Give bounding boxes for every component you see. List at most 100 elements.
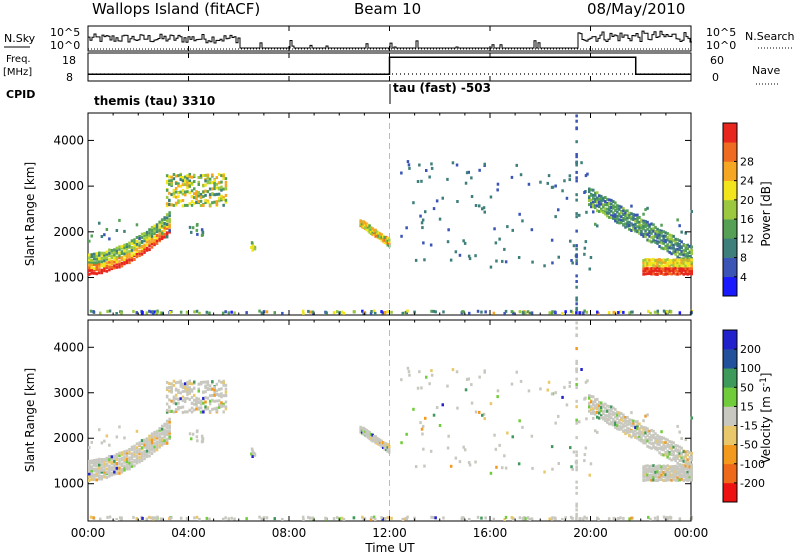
- echo-blob-power: [211, 192, 214, 196]
- echo-evening-scatter-power: [636, 213, 639, 217]
- echo-patch-velocity: [250, 447, 254, 451]
- echo-evening-upper-velocity: [636, 431, 639, 435]
- echo-ground-power: [503, 311, 506, 315]
- echo-streak-power: [359, 219, 362, 223]
- echo-scatter-velocity: [554, 391, 557, 395]
- echo-blob-velocity: [179, 380, 182, 384]
- echo-evening-upper-velocity: [632, 434, 635, 438]
- echo-scatter-velocity: [400, 378, 403, 382]
- echo-evening-upper-velocity: [588, 405, 591, 409]
- echo-scatter-velocity: [583, 453, 587, 457]
- echo-morning-power: [143, 245, 146, 249]
- echo-ground-velocity: [99, 517, 102, 521]
- echo-morning-power: [135, 255, 139, 259]
- echo-morning-power: [168, 211, 171, 215]
- echo-scatter-velocity: [561, 395, 564, 399]
- echo-scatter-velocity: [489, 402, 493, 406]
- echo-morning-power: [123, 252, 126, 256]
- echo-ground-velocity: [564, 516, 567, 520]
- echo-scatter-velocity: [565, 403, 569, 407]
- echo-morning-power: [93, 261, 96, 265]
- echo-morning-power: [143, 232, 146, 236]
- echo-evening-core-velocity: [654, 465, 657, 469]
- echo-scatter-velocity: [474, 410, 478, 414]
- echo-evening-upper-power: [610, 214, 613, 218]
- echo-ground-velocity: [510, 516, 514, 520]
- echo-scatter-velocity: [463, 448, 467, 452]
- echo-morning-power: [165, 223, 169, 226]
- echo-evening-core-velocity: [666, 468, 669, 471]
- echo-evening-upper-power: [668, 240, 671, 244]
- echo-patch-power: [200, 228, 204, 232]
- echo-blob-velocity: [224, 393, 228, 397]
- echo-evening-upper-velocity: [676, 444, 679, 448]
- echo-streak-power: [366, 225, 370, 229]
- echo-evening-scatter-velocity: [684, 438, 687, 442]
- echo-morning-power: [160, 235, 164, 239]
- echo-evening-core-power: [658, 258, 661, 261]
- echo-streak-velocity: [359, 425, 362, 429]
- echo-ground-power: [492, 311, 496, 315]
- echo-morning-power: [140, 249, 144, 253]
- echo-blob-power: [170, 193, 173, 197]
- echo-scatter-power: [468, 257, 472, 261]
- echo-blob-velocity: [179, 406, 182, 410]
- echo-morning-velocity: [118, 454, 121, 458]
- echo-evening-core-velocity: [680, 470, 683, 474]
- echo-evening-upper-power: [600, 207, 603, 211]
- echo-ground-velocity: [332, 517, 336, 521]
- echo-evening-upper-velocity: [612, 417, 615, 421]
- echo-evening-core-power: [660, 259, 663, 262]
- echo-ground-power: [649, 311, 652, 315]
- echo-blob-power: [184, 183, 187, 187]
- echo-ground-power: [245, 311, 248, 315]
- echo-evening-upper-velocity: [604, 417, 607, 421]
- echo-blob-velocity: [168, 409, 171, 413]
- echo-streak-power: [382, 237, 385, 241]
- echo-evening-core-velocity: [660, 473, 663, 477]
- echo-evening-upper-velocity: [682, 450, 685, 454]
- echo-morning-velocity: [90, 461, 93, 465]
- echo-evening-upper-power: [622, 207, 625, 211]
- echo-evening-upper-velocity: [618, 419, 621, 423]
- echo-morning-power: [105, 261, 109, 265]
- echo-evening-upper-power: [610, 202, 613, 206]
- echo-stripe-velocity: [575, 333, 578, 337]
- echo-scatter-power: [580, 161, 583, 165]
- echo-evening-core-velocity: [676, 470, 679, 474]
- echo-blob-velocity: [181, 382, 185, 386]
- echo-blob-velocity: [220, 401, 223, 405]
- echo-ground-power: [106, 309, 109, 313]
- echo-evening-upper-power: [640, 224, 643, 227]
- echo-evening-core-power: [686, 272, 689, 276]
- echo-evening-upper-velocity: [686, 458, 689, 462]
- echo-blob-velocity: [213, 393, 216, 397]
- echo-scatter-velocity: [569, 446, 572, 450]
- echo-blob-power: [206, 190, 210, 194]
- echo-ground-velocity: [311, 516, 314, 520]
- echo-streak-velocity: [378, 440, 382, 444]
- nsearch-tick-low: 10^0: [706, 39, 736, 52]
- echo-blob-velocity: [177, 380, 180, 384]
- echo-morning-velocity: [145, 439, 149, 443]
- echo-evening-core-power: [652, 266, 655, 270]
- echo-morning-velocity: [113, 464, 116, 468]
- echo-evening-core-power: [688, 269, 691, 272]
- power-colorbar-swatch: [723, 238, 737, 258]
- echo-blob-power: [190, 203, 194, 207]
- echo-evening-upper-velocity: [628, 418, 631, 422]
- echo-stripe-power: [575, 179, 578, 183]
- echo-scatter-power: [465, 171, 469, 175]
- echo-ground-power: [432, 309, 435, 313]
- echo-blob-power: [213, 179, 216, 183]
- echo-morning-power: [125, 247, 129, 251]
- echo-evening-upper-velocity: [658, 446, 661, 450]
- echo-evening-upper-power: [590, 205, 593, 209]
- echo-evening-upper-power: [654, 229, 657, 233]
- echo-blob-power: [174, 190, 178, 194]
- echo-evening-upper-power: [588, 187, 591, 191]
- echo-evening-upper-velocity: [642, 427, 645, 431]
- echo-morning-velocity: [148, 450, 151, 454]
- echo-morning-power: [135, 247, 139, 251]
- echo-morning-power: [125, 251, 129, 255]
